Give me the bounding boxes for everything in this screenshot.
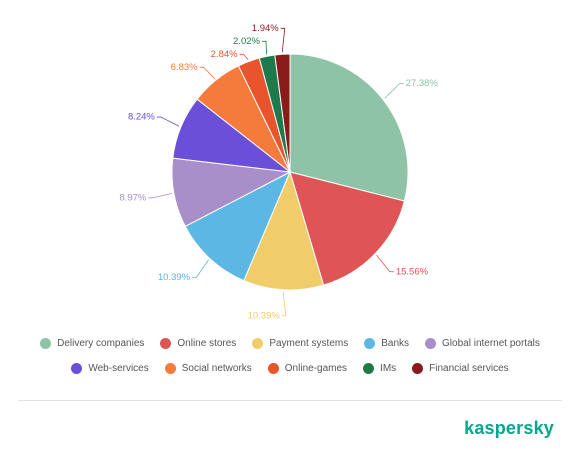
divider [18,400,562,401]
data-label: 6.83% [171,62,198,73]
legend-swatch [267,363,279,374]
legend-item: Online stores [160,338,236,349]
legend-item: IMs [363,363,396,374]
legend-label: Global internet portals [442,338,540,349]
legend-item: Social networks [164,363,252,374]
leader-line [384,83,404,99]
legend-swatch [412,363,424,374]
leader-line [192,259,209,279]
pie-slice [289,53,409,202]
legend-label: Web-services [88,363,149,374]
legend-label: Payment systems [269,338,349,349]
leader-line [239,53,249,60]
legend: Delivery companies Online stores Payment s… [0,338,580,349]
data-label: 15.56% [396,266,429,277]
legend-swatch [425,338,437,349]
legend-swatch [252,338,264,349]
leader-line [261,40,268,55]
data-label: 27.38% [406,78,439,89]
legend-item: Banks [364,338,409,349]
pie-slice [274,53,291,173]
data-label: 1.94% [252,23,279,34]
leader-line [156,116,180,127]
chart: 27.38% 15.56% 10.39% 10.39% 8.97% 8.24% 6.83% 2… [119,23,439,320]
legend-label: Delivery companies [57,338,145,349]
pie-slice [243,170,325,291]
brand-logo: kaspersky [464,418,554,438]
data-label: 2.02% [233,36,260,47]
legend-item: Payment systems [252,338,348,349]
pie-slice [184,170,292,282]
data-label: 2.84% [211,49,238,60]
data-label: 10.39% [158,272,191,283]
legend-item: Delivery companies [40,338,144,349]
legend-label: Financial services [429,363,509,374]
data-label: 10.39% [248,310,281,320]
legend-swatch [71,363,83,374]
data-label: 8.97% [119,192,146,203]
legend-swatch [364,338,376,349]
leader-line [199,66,215,79]
legend-swatch [40,338,52,349]
legend-label: Online-games [284,363,348,374]
legend-item: Online-games [267,363,348,374]
legend-swatch [164,363,176,374]
data-label: 8.24% [128,112,155,123]
legend-label: Online stores [177,338,237,349]
legend-item: Financial services [412,363,509,374]
legend-swatch [160,338,172,349]
leader-line [281,291,287,317]
legend-item: Global internet portals [425,338,540,349]
legend: Web-services Social networks Online-games I… [0,363,580,374]
pie-slice [289,171,405,286]
leader-line [280,27,286,53]
legend-label: Banks [381,338,410,349]
leader-line [148,193,173,199]
leader-line [376,254,394,273]
legend-swatch [363,363,375,374]
legend-item: Web-services [71,363,149,374]
legend-label: IMs [380,363,397,374]
legend-label: Social networks [181,363,252,374]
